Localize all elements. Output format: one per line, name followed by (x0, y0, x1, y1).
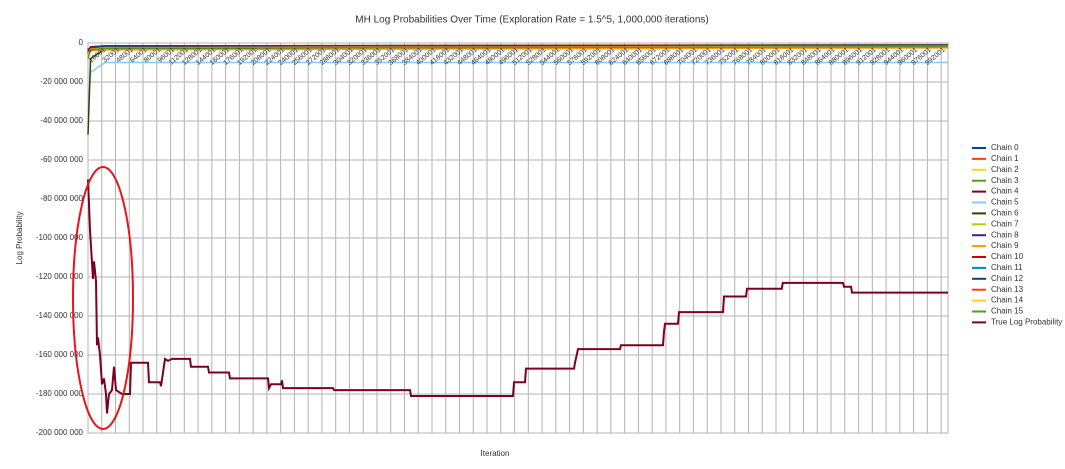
legend-label: Chain 4 (991, 187, 1019, 196)
y-tick-label: -80 000 000 (40, 194, 83, 203)
legend: Chain 0 Chain 1 Chain 2 Chain 3 Chain 4 Chain… (972, 143, 1062, 327)
y-tick-label: -140 000 000 (36, 311, 84, 320)
series-line (87, 45, 949, 59)
lines (87, 44, 949, 414)
legend-label: True Log Probability (991, 318, 1062, 327)
labels: 0 -20 000 000 -40 000 000 -60 000 000 -80 00… (36, 38, 947, 437)
legend-label: Chain 2 (991, 165, 1019, 174)
legend-label: Chain 10 (991, 252, 1024, 261)
chart-title: MH Log Probabilities Over Time (Explorat… (355, 15, 708, 26)
legend-label: Chain 15 (991, 307, 1024, 316)
y-tick-label: -40 000 000 (40, 116, 83, 125)
legend-label: Chain 1 (991, 154, 1019, 163)
legend-label: Chain 9 (991, 241, 1019, 250)
legend-label: Chain 8 (991, 230, 1019, 239)
plot-frame (87, 42, 949, 434)
legend-label: Chain 6 (991, 209, 1019, 218)
legend-label: Chain 12 (991, 274, 1024, 283)
highlight-ellipse (72, 166, 134, 430)
series-line (87, 179, 948, 414)
legend-label: Chain 13 (991, 285, 1024, 294)
y-tick-label: -180 000 000 (36, 389, 84, 398)
y-tick-label: -120 000 000 (36, 272, 84, 281)
y-tick-label: -200 000 000 (36, 428, 84, 437)
legend-label: Chain 0 (991, 143, 1019, 152)
x-axis-label: Iteration (481, 449, 510, 458)
y-tick-label: -100 000 000 (36, 233, 84, 242)
legend-label: Chain 3 (991, 176, 1019, 185)
legend-label: Chain 11 (991, 263, 1023, 272)
y-tick-label: -60 000 000 (40, 155, 83, 164)
x-tick-label: 1 (86, 47, 94, 55)
legend-label: Chain 14 (991, 296, 1024, 305)
y-tick-label: 0 (79, 38, 84, 47)
legend-label: Chain 5 (991, 198, 1019, 207)
y-tick-label: -20 000 000 (40, 77, 83, 86)
y-tick-label: -160 000 000 (36, 350, 84, 359)
y-axis-label: Log Probability (15, 212, 24, 265)
legend-label: Chain 7 (991, 219, 1019, 228)
